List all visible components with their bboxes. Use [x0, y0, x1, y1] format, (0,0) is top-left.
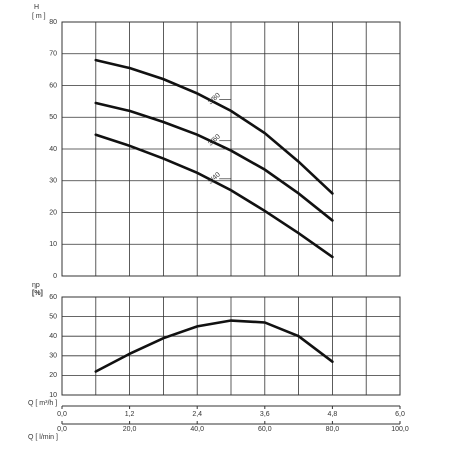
x2-tick-label: 100,0 [391, 426, 409, 433]
y-tick-label: 10 [49, 241, 57, 248]
x-tick-label: 3,6 [260, 411, 270, 418]
y-tick-label: 50 [49, 313, 57, 320]
x-tick-label: 6,0 [395, 411, 405, 418]
curve [94, 319, 334, 373]
curve [94, 133, 334, 259]
x-tick-label: 4,8 [328, 411, 338, 418]
x-label: Q [ m³/h ] [28, 400, 57, 407]
y-tick-label: 30 [49, 178, 57, 185]
y-tick-label: 40 [49, 146, 57, 153]
y-tick-label: 70 [49, 51, 57, 58]
y-unit: [ m ] [32, 13, 46, 20]
x2-tick-label: 60,0 [258, 426, 272, 433]
y-tick-label: 20 [49, 209, 57, 216]
y-label: H [34, 4, 39, 11]
x-tick-label: 0,0 [57, 411, 67, 418]
x2-tick-label: 20,0 [123, 426, 137, 433]
plot-frame [61, 296, 401, 396]
y-tick-label: 20 [49, 372, 57, 379]
curve [94, 101, 334, 222]
y-tick-label: 10 [49, 392, 57, 399]
y-label: ηp [32, 282, 40, 289]
x2-tick-label: 80,0 [326, 426, 340, 433]
y-tick-label: 30 [49, 353, 57, 360]
x2-tick-label: 0,0 [57, 426, 67, 433]
curve [94, 58, 334, 195]
x-tick-label: 1,2 [125, 411, 135, 418]
y-tick-label: 40 [49, 333, 57, 340]
x-tick-label: 2,4 [192, 411, 202, 418]
plot-frame [61, 21, 401, 277]
y-tick-label: 60 [49, 82, 57, 89]
y-tick-label: 50 [49, 114, 57, 121]
y-unit: [%] [32, 290, 43, 297]
y-tick-label: 0 [53, 273, 57, 280]
y-tick-label: 80 [49, 19, 57, 26]
y-tick-label: 60 [49, 294, 57, 301]
x2-label: Q [ l/min ] [28, 434, 58, 441]
x2-tick-label: 40,0 [190, 426, 204, 433]
